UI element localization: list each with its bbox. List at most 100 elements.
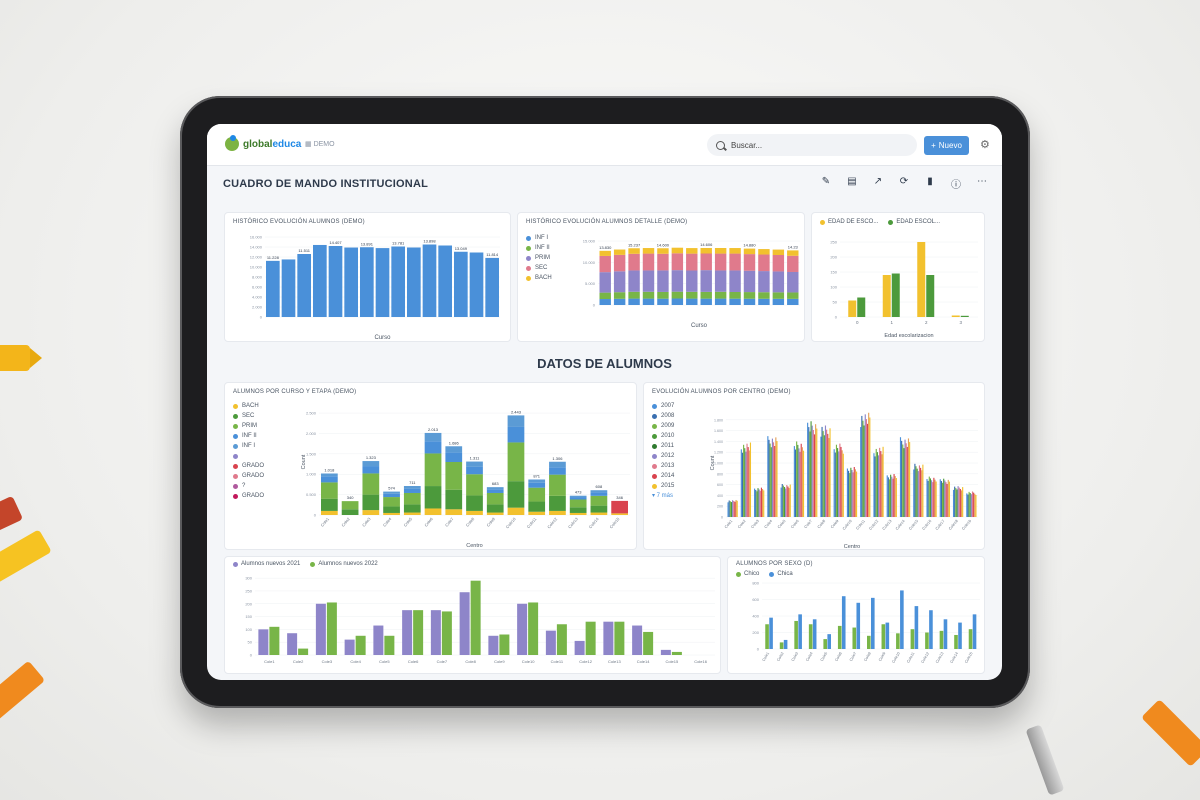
tick-label: Cole4 <box>805 652 813 663</box>
legend-more[interactable]: ▾ 7 más <box>652 493 674 499</box>
legend-item[interactable]: Alumnos nuevos 2022 <box>310 561 378 567</box>
bar <box>775 437 777 517</box>
data-label: 13.898 <box>423 239 436 244</box>
bar <box>926 275 935 317</box>
bar-segment <box>729 291 741 299</box>
legend-item[interactable]: GRADO <box>233 471 264 481</box>
bar <box>837 625 842 649</box>
legend-item[interactable]: EDAD ESCOL... <box>888 219 940 225</box>
card-curso-etapa[interactable]: ALUMNOS POR CURSO Y ETAPA (DEMO) BACH SE… <box>224 382 637 550</box>
bar-segment <box>772 254 785 272</box>
bar <box>807 422 809 517</box>
bar <box>874 456 876 517</box>
refresh-icon[interactable]: ⟳ <box>899 176 909 187</box>
legend-item[interactable]: PRIM <box>233 421 264 431</box>
search-box[interactable] <box>707 134 917 156</box>
data-label: 1.018 <box>324 467 335 472</box>
bar <box>868 412 870 517</box>
info-icon[interactable]: ⓘ <box>951 180 961 191</box>
bar <box>873 453 875 517</box>
bar-segment <box>528 501 546 512</box>
new-button[interactable]: + Nuevo <box>924 136 969 155</box>
legend-item[interactable]: Alumnos nuevos 2021 <box>233 561 300 567</box>
bar-segment <box>466 474 483 496</box>
legend-item[interactable]: 2009 <box>652 421 674 431</box>
legend-item[interactable]: 2015 <box>652 481 674 491</box>
bar <box>929 478 932 517</box>
bar <box>905 443 907 517</box>
legend-item[interactable]: INF II <box>233 431 264 441</box>
tick-label: Cole9 <box>485 516 496 528</box>
tick-label: 1.400 <box>714 440 723 444</box>
bar <box>975 494 977 517</box>
bar <box>842 453 844 517</box>
bar-segment <box>403 486 421 489</box>
more-icon[interactable]: ⋯ <box>977 176 987 187</box>
legend-item[interactable]: Chico <box>736 571 759 577</box>
bar <box>774 446 776 517</box>
tick-label: 50 <box>833 300 838 305</box>
app-logo[interactable]: globaleduca <box>225 135 301 151</box>
legend-item[interactable]: INF II <box>526 243 552 253</box>
card-evol-centro[interactable]: EVOLUCIÓN ALUMNOS POR CENTRO (DEMO) 2007… <box>643 382 985 550</box>
bar-segment <box>657 253 669 271</box>
card-nuevos[interactable]: Alumnos nuevos 2021 Alumnos nuevos 2022 … <box>224 556 721 674</box>
legend-item[interactable]: 2014 <box>652 471 674 481</box>
legend-item[interactable] <box>233 451 264 461</box>
plus-icon: + <box>931 141 936 150</box>
legend-item[interactable]: 2011 <box>652 441 674 451</box>
bar <box>860 427 862 517</box>
edit-icon[interactable]: ✎ <box>821 176 831 187</box>
legend-item[interactable]: EDAD DE ESCO... <box>820 219 878 225</box>
card-hist[interactable]: HISTÓRICO EVOLUCIÓN ALUMNOS (DEMO) 0 2.00… <box>224 212 511 342</box>
bar <box>823 435 825 517</box>
share-icon[interactable]: ↗ <box>873 176 883 187</box>
legend-item[interactable]: 2013 <box>652 461 674 471</box>
legend-item[interactable]: Chica <box>769 571 793 577</box>
data-label: 13.830 <box>599 245 612 250</box>
x-axis-label: Edad escolarizacion <box>884 333 933 339</box>
bar-segment <box>772 298 785 305</box>
legend-item[interactable]: 2007 <box>652 401 674 411</box>
gear-icon[interactable]: ⚙ <box>980 139 990 151</box>
legend-item[interactable]: GRADO <box>233 491 264 501</box>
bar <box>643 631 654 655</box>
new-button-label: Nuevo <box>938 141 962 150</box>
bar <box>955 488 957 517</box>
legend-item[interactable]: 2008 <box>652 411 674 421</box>
data-label: 14.606 <box>700 242 713 247</box>
tick-label: Cole15 <box>608 516 620 530</box>
card-sexo[interactable]: ALUMNOS POR SEXO (D) Chico Chica 0 200 400… <box>727 556 985 674</box>
bar <box>740 449 742 517</box>
bookmark-icon[interactable]: ▮ <box>927 176 933 187</box>
bar <box>733 501 735 517</box>
bar <box>344 247 358 317</box>
tick-label: 16.000 <box>250 235 263 240</box>
legend-item[interactable]: SEC <box>233 411 264 421</box>
bar-segment <box>657 270 669 292</box>
legend-item[interactable]: SEC <box>526 263 552 273</box>
legend-item[interactable]: 2010 <box>652 431 674 441</box>
bar <box>917 471 919 517</box>
legend-item[interactable]: GRADO <box>233 461 264 471</box>
legend-item[interactable]: 2012 <box>652 451 674 461</box>
calendar-icon[interactable]: ▤ <box>847 176 857 187</box>
bar <box>866 423 869 517</box>
data-label: 15.237 <box>628 242 641 247</box>
card-edad[interactable]: EDAD DE ESCO... EDAD ESCOL... 0 50 100 150 2… <box>811 212 985 342</box>
tick-label: 600 <box>752 597 759 602</box>
breadcrumb[interactable]: ▦ DEMO <box>305 141 335 148</box>
bar <box>902 444 904 517</box>
bar-segment <box>642 253 655 271</box>
bar-segment <box>549 495 566 511</box>
bar-segment <box>787 250 799 256</box>
card-hist-detail[interactable]: HISTÓRICO EVOLUCIÓN ALUMNOS DETALLE (DEM… <box>517 212 805 342</box>
legend-item[interactable]: INF I <box>233 441 264 451</box>
legend-item[interactable]: BACH <box>526 273 552 283</box>
search-input[interactable] <box>731 140 901 150</box>
bar <box>966 493 968 517</box>
legend-item[interactable]: ? <box>233 481 264 491</box>
legend-item[interactable]: PRIM <box>526 253 552 263</box>
legend-item[interactable]: BACH <box>233 401 264 411</box>
legend-item[interactable]: INF I <box>526 233 552 243</box>
